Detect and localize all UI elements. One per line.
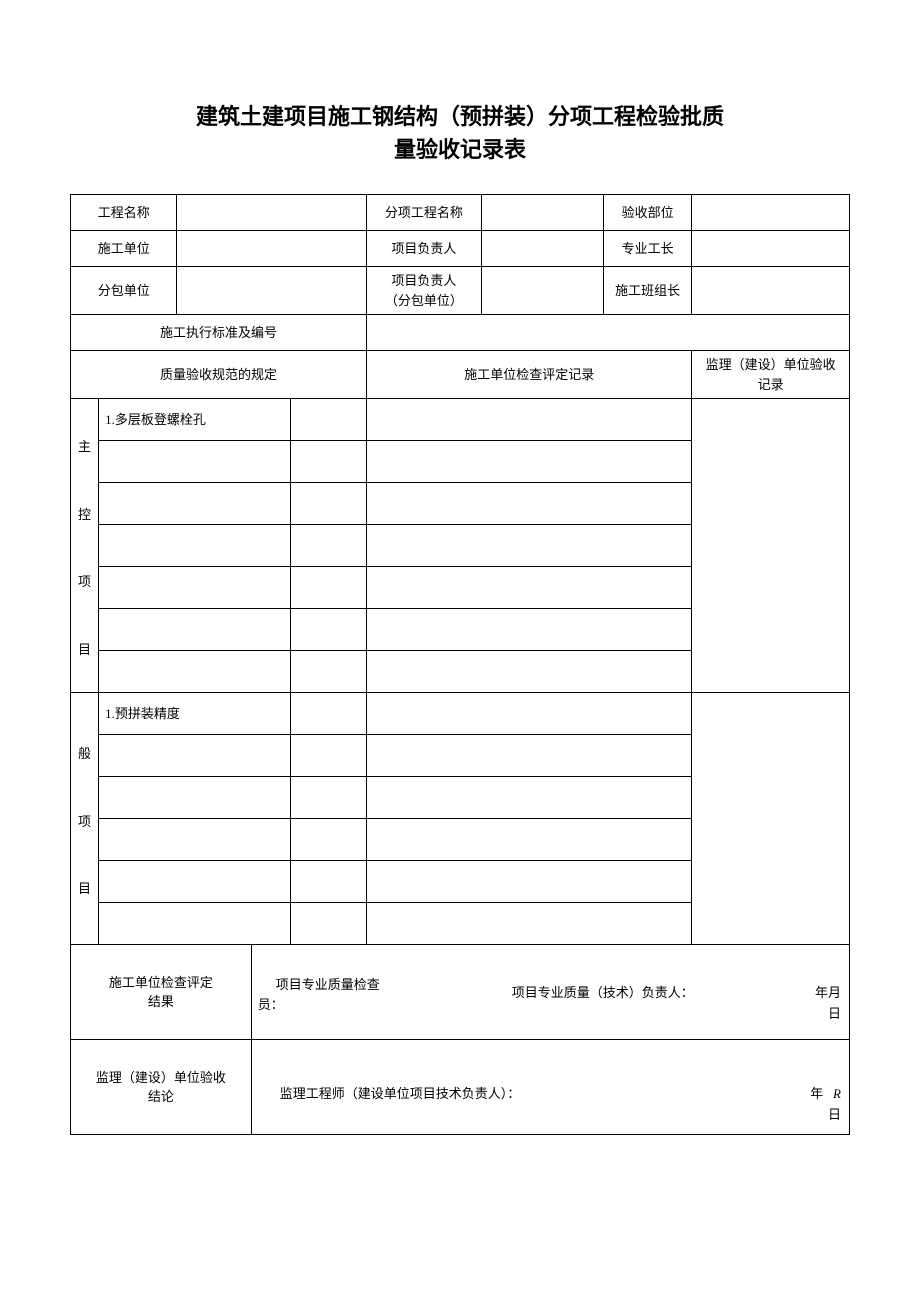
date-2: 年 R 日 [810, 1084, 841, 1126]
cell [367, 567, 692, 609]
check-record-label: 施工单位检查评定记录 [367, 351, 692, 399]
supervisor-record-label-l2: 记录 [758, 377, 784, 392]
sub-leader-value [481, 267, 603, 315]
foreman-label: 专业工长 [604, 231, 692, 267]
cell [290, 903, 366, 945]
cell [290, 651, 366, 693]
main-control-section-label: 主控项目 [71, 399, 99, 693]
cell [290, 693, 366, 735]
sub-leader-label: 项目负责人 （分包单位） [367, 267, 481, 315]
cell [367, 651, 692, 693]
cell [290, 399, 366, 441]
cell [367, 819, 692, 861]
sub-leader-label-l2: （分包单位） [385, 293, 463, 308]
date2-l2: 日 [828, 1107, 841, 1122]
cell [367, 609, 692, 651]
accept-conclusion-label-l1: 监理（建设）单位验收 [96, 1070, 226, 1085]
cell [290, 777, 366, 819]
title-line-2: 量验收记录表 [394, 137, 526, 162]
spec-label: 质量验收规范的规定 [71, 351, 367, 399]
accept-part-value [692, 195, 850, 231]
cell [290, 567, 366, 609]
supervisor-record-label: 监理（建设）单位验收 记录 [692, 351, 850, 399]
date1-l2: 日 [828, 1006, 841, 1021]
general-section-label: 般项目 [71, 693, 99, 945]
quality-inspector-label-l2: 员： [258, 997, 284, 1012]
cell [290, 609, 366, 651]
cell [367, 735, 692, 777]
check-result-label: 施工单位检查评定 结果 [71, 945, 252, 1040]
engineer-label: 监理工程师（建设单位项目技术负责人）： [280, 1084, 521, 1104]
subcontractor-value [177, 267, 367, 315]
cell [99, 567, 291, 609]
cell [290, 483, 366, 525]
standard-value [367, 315, 850, 351]
cell [99, 483, 291, 525]
accept-conclusion-signature-cell: 监理工程师（建设单位项目技术负责人）： 年 R 日 [251, 1040, 849, 1135]
foreman-value [692, 231, 850, 267]
standard-label: 施工执行标准及编号 [71, 315, 367, 351]
cell [367, 777, 692, 819]
subcontractor-label: 分包单位 [71, 267, 177, 315]
cell [99, 819, 291, 861]
project-name-value [177, 195, 367, 231]
cell [290, 819, 366, 861]
cell [367, 903, 692, 945]
sub-leader-label-l1: 项目负责人 [391, 273, 456, 288]
project-name-label: 工程名称 [71, 195, 177, 231]
cell [367, 693, 692, 735]
check-result-label-l2: 结果 [148, 994, 174, 1009]
cell [99, 609, 291, 651]
date2-l1: 年 R [810, 1086, 841, 1101]
team-leader-value [692, 267, 850, 315]
cell [367, 483, 692, 525]
tech-leader-label: 项目专业质量（技术）负责人： [512, 983, 694, 1003]
cell [99, 903, 291, 945]
main-item-1: 1.多层板登螺栓孔 [99, 399, 291, 441]
title-line-1: 建筑土建项目施工钢结构（预拼装）分项工程检验批质 [196, 104, 724, 129]
subitem-name-value [481, 195, 603, 231]
project-leader-value [481, 231, 603, 267]
accept-part-label: 验收部位 [604, 195, 692, 231]
supervisor-record-label-l1: 监理（建设）单位验收 [706, 357, 836, 372]
cell [290, 441, 366, 483]
cell [290, 735, 366, 777]
cell [99, 735, 291, 777]
main-supervisor-cell [692, 399, 850, 693]
document-title: 建筑土建项目施工钢结构（预拼装）分项工程检验批质 量验收记录表 [70, 100, 850, 166]
subitem-name-label: 分项工程名称 [367, 195, 481, 231]
cell [367, 861, 692, 903]
date-1: 年月 日 [815, 983, 841, 1025]
construction-unit-value [177, 231, 367, 267]
cell [367, 441, 692, 483]
check-result-signature-cell: 项目专业质量检查 员： 项目专业质量（技术）负责人： 年月 日 [251, 945, 849, 1040]
quality-inspector-label-l1: 项目专业质量检查 [258, 977, 380, 992]
check-result-label-l1: 施工单位检查评定 [109, 975, 213, 990]
cell [290, 861, 366, 903]
construction-unit-label: 施工单位 [71, 231, 177, 267]
cell [99, 525, 291, 567]
general-item-1: 1.预拼装精度 [99, 693, 291, 735]
accept-conclusion-label: 监理（建设）单位验收 结论 [71, 1040, 252, 1135]
project-leader-label: 项目负责人 [367, 231, 481, 267]
cell [99, 441, 291, 483]
cell [99, 861, 291, 903]
cell [367, 525, 692, 567]
quality-inspector-label: 项目专业质量检查 员： [258, 975, 380, 1014]
general-supervisor-cell [692, 693, 850, 945]
inspection-table: 工程名称 分项工程名称 验收部位 施工单位 项目负责人 专业工长 分包单位 项目… [70, 194, 850, 1135]
cell [99, 777, 291, 819]
cell [367, 399, 692, 441]
cell [99, 651, 291, 693]
team-leader-label: 施工班组长 [604, 267, 692, 315]
cell [290, 525, 366, 567]
date1-l1: 年月 [815, 985, 841, 1000]
accept-conclusion-label-l2: 结论 [148, 1089, 174, 1104]
